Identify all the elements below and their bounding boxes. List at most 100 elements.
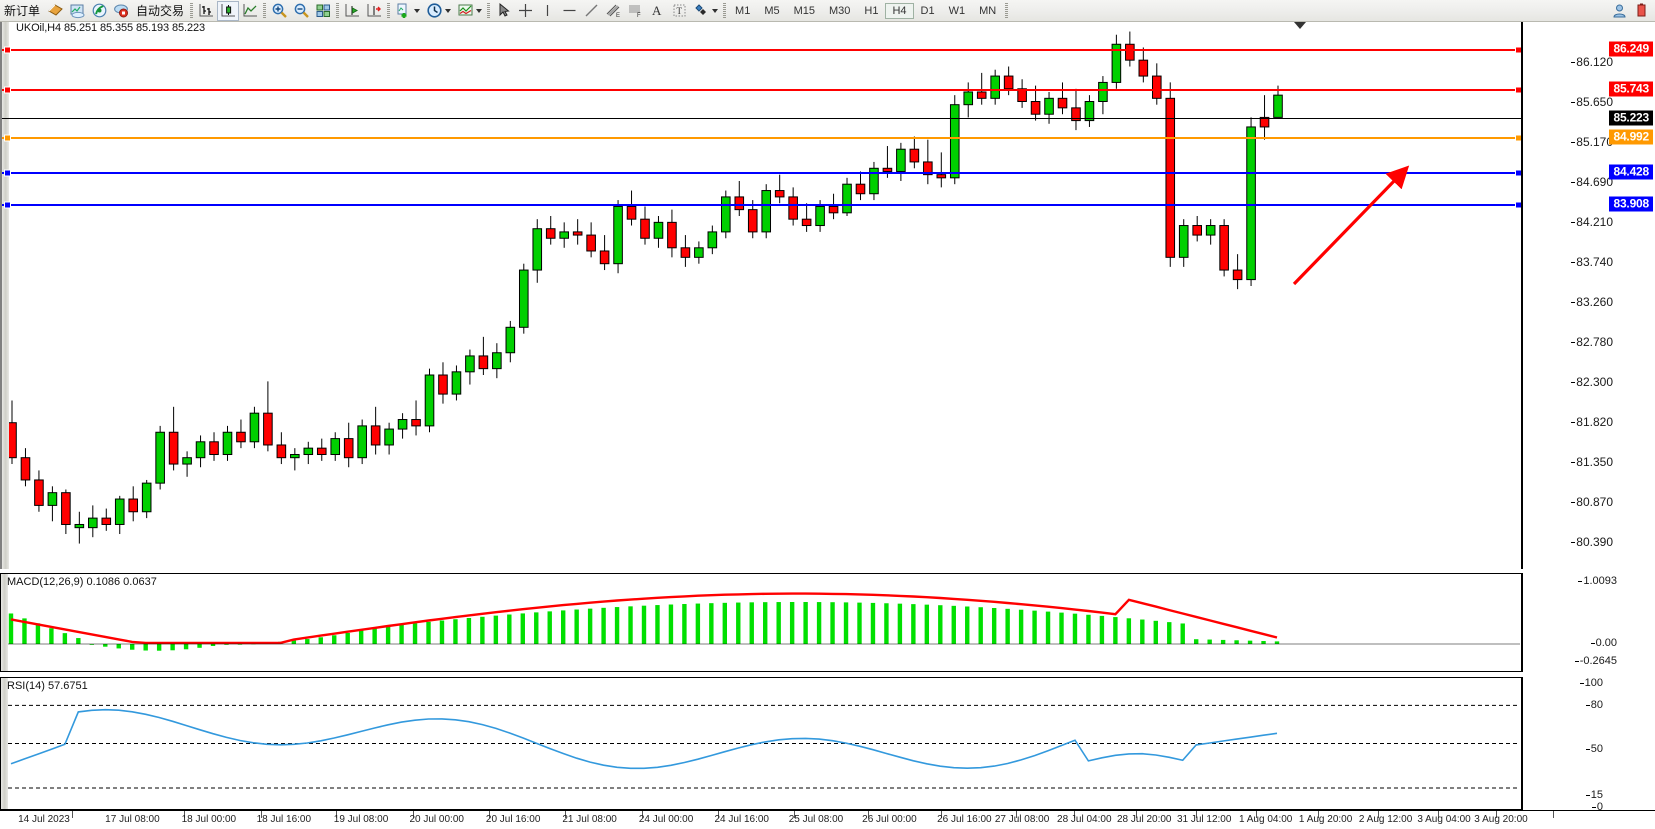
price-axis-tick: 85.650 bbox=[1571, 95, 1655, 109]
price-level-badge-support-1[interactable]: 84.428 bbox=[1609, 164, 1653, 180]
equidistant-channel-icon[interactable]: E bbox=[602, 1, 624, 21]
price-level-handle-pivot[interactable] bbox=[1515, 134, 1521, 142]
timeframe-w1[interactable]: W1 bbox=[948, 4, 966, 17]
timeframe-m30[interactable]: M30 bbox=[829, 4, 851, 17]
price-level-handle-left-support-2[interactable] bbox=[4, 201, 11, 209]
auto-scroll-icon[interactable] bbox=[363, 1, 385, 21]
line-chart-icon[interactable] bbox=[239, 1, 261, 21]
price-level-handle-left-resistance-2[interactable] bbox=[4, 46, 11, 54]
indicators-icon[interactable] bbox=[392, 1, 414, 21]
toolbar-separator bbox=[188, 2, 195, 20]
price-level-handle-left-resistance-1[interactable] bbox=[4, 86, 11, 94]
price-axis-tick: 82.300 bbox=[1571, 375, 1655, 389]
rsi-label: RSI(14) 57.6751 bbox=[7, 680, 88, 692]
toolbar-separator bbox=[334, 2, 341, 20]
price-chart-pane[interactable]: UKOil,H4 85.251 85.355 85.193 85.223 bbox=[0, 22, 1521, 569]
time-axis-tick: 1 Aug 20:00 bbox=[1298, 814, 1353, 825]
time-axis-tick: 3 Aug 20:00 bbox=[1474, 814, 1528, 825]
price-axis-tick: 81.820 bbox=[1571, 415, 1655, 429]
price-level-handle-left-support-1[interactable] bbox=[4, 169, 11, 177]
price-level-line-resistance-1[interactable] bbox=[2, 89, 1521, 91]
price-level-badge-pivot[interactable]: 84.992 bbox=[1609, 129, 1653, 145]
chevron-down-icon[interactable] bbox=[712, 8, 719, 13]
price-level-handle-support-2[interactable] bbox=[1515, 201, 1521, 209]
timeframe-h1[interactable]: H1 bbox=[864, 4, 879, 17]
chevron-down-icon[interactable] bbox=[445, 8, 452, 13]
price-level-line-support-1[interactable] bbox=[2, 172, 1521, 174]
time-axis-gridline bbox=[565, 811, 567, 818]
price-level-line-current-price[interactable] bbox=[2, 118, 1521, 119]
price-level-badge-resistance-1[interactable]: 85.743 bbox=[1609, 81, 1653, 97]
chart-container: UKOil,H4 85.251 85.355 85.193 85.223 86.… bbox=[0, 22, 1655, 829]
battery-icon[interactable] bbox=[1630, 1, 1652, 21]
time-axis-tick: 3 Aug 04:00 bbox=[1417, 814, 1471, 825]
candlestick-chart-icon[interactable] bbox=[217, 0, 240, 21]
toolbar-separator bbox=[261, 2, 268, 20]
price-level-badge-current-price[interactable]: 85.223 bbox=[1609, 110, 1653, 126]
time-axis-gridline bbox=[1496, 811, 1498, 818]
toolbar-separator bbox=[1003, 2, 1010, 20]
chart-shift-icon[interactable] bbox=[341, 1, 363, 21]
zoom-out-icon[interactable] bbox=[290, 1, 312, 21]
new-order-button[interactable]: 新订单 bbox=[4, 4, 41, 18]
terminal-icon[interactable] bbox=[110, 1, 132, 21]
account-icon[interactable] bbox=[1608, 1, 1630, 21]
bar-chart-icon[interactable] bbox=[195, 1, 217, 21]
new-order-icon[interactable] bbox=[44, 1, 66, 21]
timeframe-m5[interactable]: M5 bbox=[764, 4, 780, 17]
autotrading-button[interactable]: 自动交易 bbox=[136, 4, 185, 18]
vertical-scroll-strip[interactable] bbox=[1, 574, 8, 671]
price-level-handle-support-1[interactable] bbox=[1515, 169, 1521, 177]
macd-label: MACD(12,26,9) 0.1086 0.0637 bbox=[7, 576, 157, 588]
toolbar-separator bbox=[721, 2, 728, 20]
price-level-line-support-2[interactable] bbox=[2, 204, 1521, 206]
cursor-icon[interactable] bbox=[492, 1, 514, 21]
horizontal-line-icon[interactable] bbox=[558, 1, 580, 21]
rsi-axis: 100 80 50 15 0 bbox=[1521, 677, 1655, 813]
timeframe-d1[interactable]: D1 bbox=[920, 4, 935, 17]
data-window-icon[interactable] bbox=[66, 1, 88, 21]
vertical-scroll-strip[interactable] bbox=[1, 678, 8, 809]
time-axis-gridline bbox=[413, 811, 415, 818]
periods-icon[interactable] bbox=[423, 1, 445, 21]
text-label-icon[interactable]: T bbox=[668, 1, 690, 21]
vertical-scroll-strip[interactable] bbox=[2, 22, 9, 569]
zoom-in-icon[interactable] bbox=[268, 1, 290, 21]
time-axis[interactable]: 14 Jul 2023 17 Jul 08:00 18 Jul 00:00 18 Ju… bbox=[0, 810, 1655, 829]
price-candlestick-svg bbox=[7, 31, 1283, 544]
rsi-svg bbox=[1, 704, 1520, 789]
price-level-badge-support-2[interactable]: 83.908 bbox=[1609, 196, 1653, 212]
macd-pane[interactable]: MACD(12,26,9) 0.1086 0.0637 bbox=[0, 573, 1521, 672]
time-axis-tick: 26 Jul 16:00 bbox=[937, 814, 992, 825]
price-axis-tick: 80.870 bbox=[1571, 495, 1655, 509]
text-icon[interactable]: A bbox=[646, 1, 668, 21]
trendline-icon[interactable] bbox=[580, 1, 602, 21]
timeframe-m15[interactable]: M15 bbox=[793, 4, 815, 17]
tile-windows-icon[interactable] bbox=[312, 1, 334, 21]
price-axis[interactable]: 86.120 85.650 85.170 84.690 84.210 83.740 83.2… bbox=[1521, 22, 1655, 749]
price-level-handle-resistance-1[interactable] bbox=[1515, 86, 1521, 94]
chevron-down-icon[interactable] bbox=[414, 8, 421, 13]
time-axis-gridline bbox=[71, 811, 73, 818]
timeframe-m1[interactable]: M1 bbox=[735, 4, 751, 17]
timeframe-h4[interactable]: H4 bbox=[885, 2, 914, 19]
time-axis-tick: 21 Jul 08:00 bbox=[562, 814, 617, 825]
price-level-badge-resistance-2[interactable]: 86.249 bbox=[1609, 41, 1653, 57]
rsi-pane[interactable]: RSI(14) 57.6751 bbox=[0, 677, 1521, 810]
toolbar-separator bbox=[485, 2, 492, 20]
price-level-line-resistance-2[interactable] bbox=[2, 49, 1521, 51]
chart-shift-marker[interactable] bbox=[1294, 22, 1306, 29]
time-axis-tick: 24 Jul 16:00 bbox=[714, 814, 770, 825]
price-level-line-pivot[interactable] bbox=[2, 137, 1521, 139]
navigator-icon[interactable] bbox=[88, 1, 110, 21]
chevron-down-icon[interactable] bbox=[476, 8, 483, 13]
fibonacci-icon[interactable]: F bbox=[624, 1, 646, 21]
price-level-handle-resistance-2[interactable] bbox=[1515, 46, 1521, 54]
shapes-icon[interactable] bbox=[690, 1, 712, 21]
time-axis-gridline bbox=[867, 811, 869, 818]
vertical-line-icon[interactable] bbox=[536, 1, 558, 21]
price-level-handle-left-pivot[interactable] bbox=[4, 134, 11, 142]
templates-icon[interactable] bbox=[454, 1, 476, 21]
timeframe-mn[interactable]: MN bbox=[979, 4, 997, 17]
crosshair-icon[interactable] bbox=[514, 1, 536, 21]
